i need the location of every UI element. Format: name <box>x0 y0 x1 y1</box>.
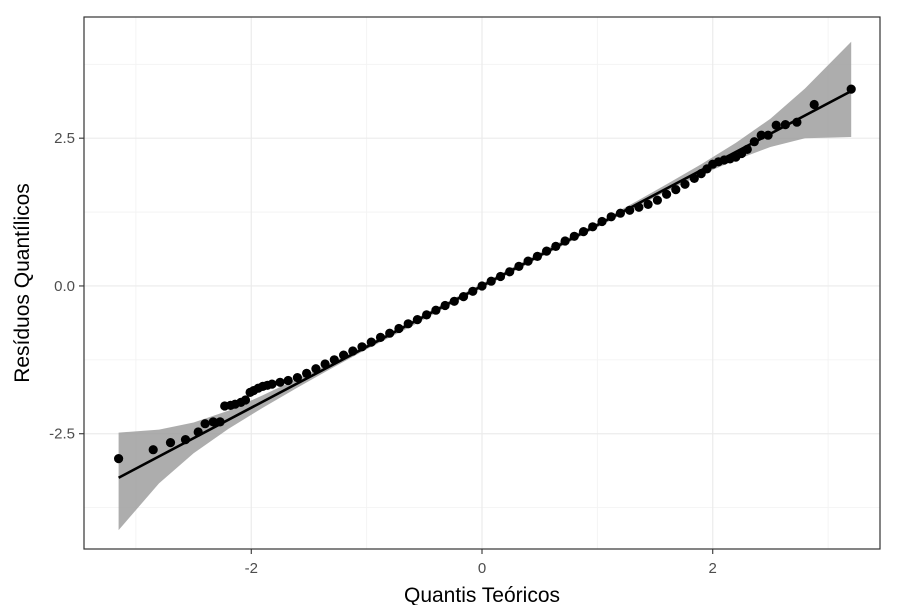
data-point <box>422 310 432 320</box>
y-tick-label: 0.0 <box>54 278 75 295</box>
data-point <box>689 173 699 183</box>
data-point <box>114 454 124 464</box>
data-point <box>403 319 413 329</box>
data-point <box>215 417 225 427</box>
data-point <box>606 212 616 222</box>
x-tick-label: -2 <box>245 560 258 577</box>
data-point <box>449 296 459 306</box>
y-axis-title: Resíduos Quantílicos <box>11 183 34 383</box>
x-tick-label: 2 <box>709 560 717 577</box>
data-point <box>597 216 607 227</box>
data-point <box>625 205 635 215</box>
data-point <box>357 342 367 352</box>
data-point <box>468 286 478 296</box>
data-point <box>792 117 802 127</box>
data-point <box>348 346 358 356</box>
data-point <box>180 435 191 445</box>
data-point <box>240 395 251 405</box>
data-point <box>320 359 330 369</box>
data-point <box>532 251 543 261</box>
data-point <box>671 185 681 195</box>
data-point <box>385 328 395 338</box>
data-point <box>267 379 277 389</box>
x-axis-ticks: -2 0 2 <box>245 549 717 577</box>
y-tick-label: 2.5 <box>54 130 75 147</box>
data-point <box>634 202 644 212</box>
data-point <box>366 337 376 347</box>
data-point <box>742 144 752 154</box>
data-point <box>495 271 506 282</box>
data-point <box>440 300 450 311</box>
data-point <box>578 227 589 237</box>
x-tick-label: 0 <box>478 560 486 577</box>
data-points <box>114 84 856 464</box>
y-axis-ticks: -2.5 0.0 2.5 <box>49 130 84 443</box>
data-point <box>652 195 663 205</box>
data-point <box>569 231 579 241</box>
data-point <box>148 445 158 455</box>
data-point <box>749 137 759 147</box>
data-point <box>809 99 819 110</box>
data-point <box>542 246 552 256</box>
data-point <box>193 427 203 437</box>
data-point <box>560 236 570 246</box>
data-point <box>643 199 653 209</box>
data-point <box>662 189 672 199</box>
data-point <box>486 276 496 286</box>
data-point <box>311 364 321 374</box>
data-point <box>275 377 285 387</box>
data-point <box>477 281 487 291</box>
data-point <box>763 130 773 140</box>
data-point <box>514 261 524 271</box>
data-point <box>375 332 386 342</box>
data-point <box>431 305 441 315</box>
data-point <box>283 375 293 386</box>
data-point <box>412 315 422 325</box>
data-point <box>302 368 312 378</box>
data-point <box>339 350 349 360</box>
data-point <box>588 222 598 232</box>
y-tick-label: -2.5 <box>49 426 75 443</box>
data-point <box>551 241 561 251</box>
data-point <box>165 438 176 448</box>
data-point <box>200 419 210 429</box>
data-point <box>680 179 690 189</box>
data-point <box>756 130 766 140</box>
data-point <box>505 267 515 277</box>
data-point <box>780 120 791 130</box>
data-point <box>523 256 533 266</box>
data-point <box>292 373 302 383</box>
data-point <box>329 355 339 365</box>
data-point <box>394 323 404 334</box>
data-point <box>208 417 218 427</box>
data-point <box>458 292 469 302</box>
data-point <box>846 84 856 94</box>
x-axis-title: Quantis Teóricos <box>404 584 560 605</box>
data-point <box>615 208 626 218</box>
data-point <box>771 120 781 130</box>
